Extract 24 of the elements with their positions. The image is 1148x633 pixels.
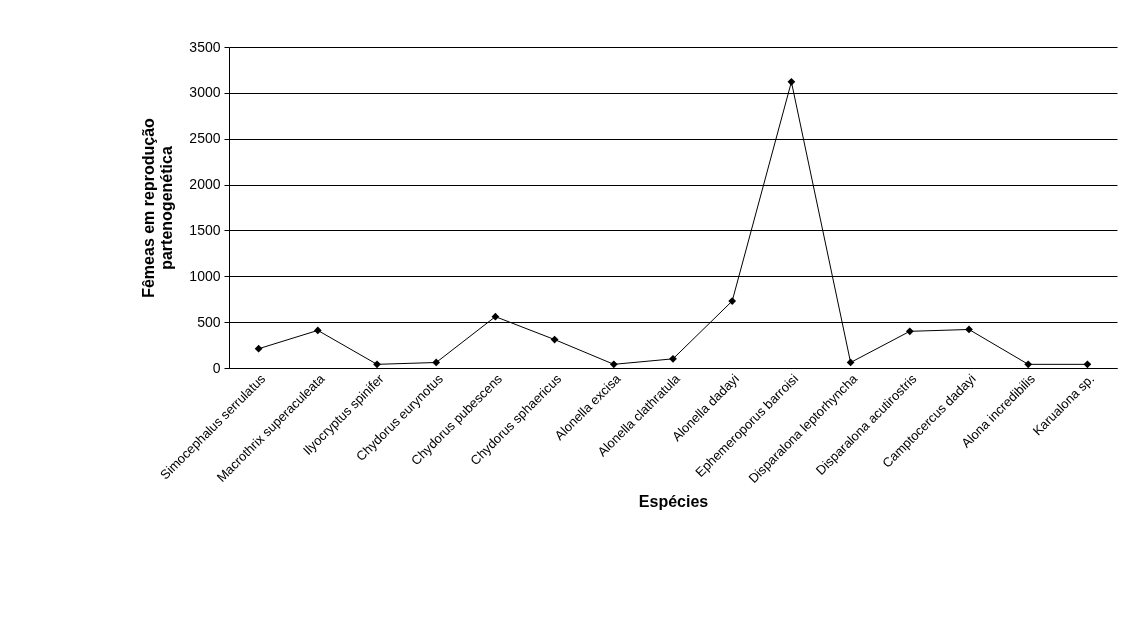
- point: [965, 325, 973, 334]
- point: [491, 312, 500, 321]
- point: [313, 326, 322, 335]
- y-tick-label: 3500: [189, 38, 221, 55]
- y-tick-label: 500: [197, 313, 221, 330]
- point: [728, 297, 737, 305]
- x-axis-title: Espécies: [638, 492, 709, 510]
- point: [254, 344, 263, 353]
- point: [609, 360, 618, 369]
- point: [550, 335, 559, 344]
- point: [432, 358, 441, 367]
- point: [787, 77, 796, 86]
- y-tick-label: 2000: [189, 176, 221, 193]
- y-tick-label: 0: [212, 359, 221, 376]
- y-tick-label: 2500: [189, 130, 221, 147]
- y-axis-title: Fêmeas em reprodução partenogenética: [140, 117, 176, 298]
- point: [373, 360, 381, 369]
- point: [669, 354, 677, 363]
- y-tick-label: 1500: [189, 221, 221, 238]
- y-tick-label: 3000: [189, 84, 221, 101]
- point: [1083, 360, 1092, 369]
- point: [905, 327, 914, 336]
- y-tick-label: 1000: [189, 267, 221, 284]
- point: [1024, 360, 1033, 369]
